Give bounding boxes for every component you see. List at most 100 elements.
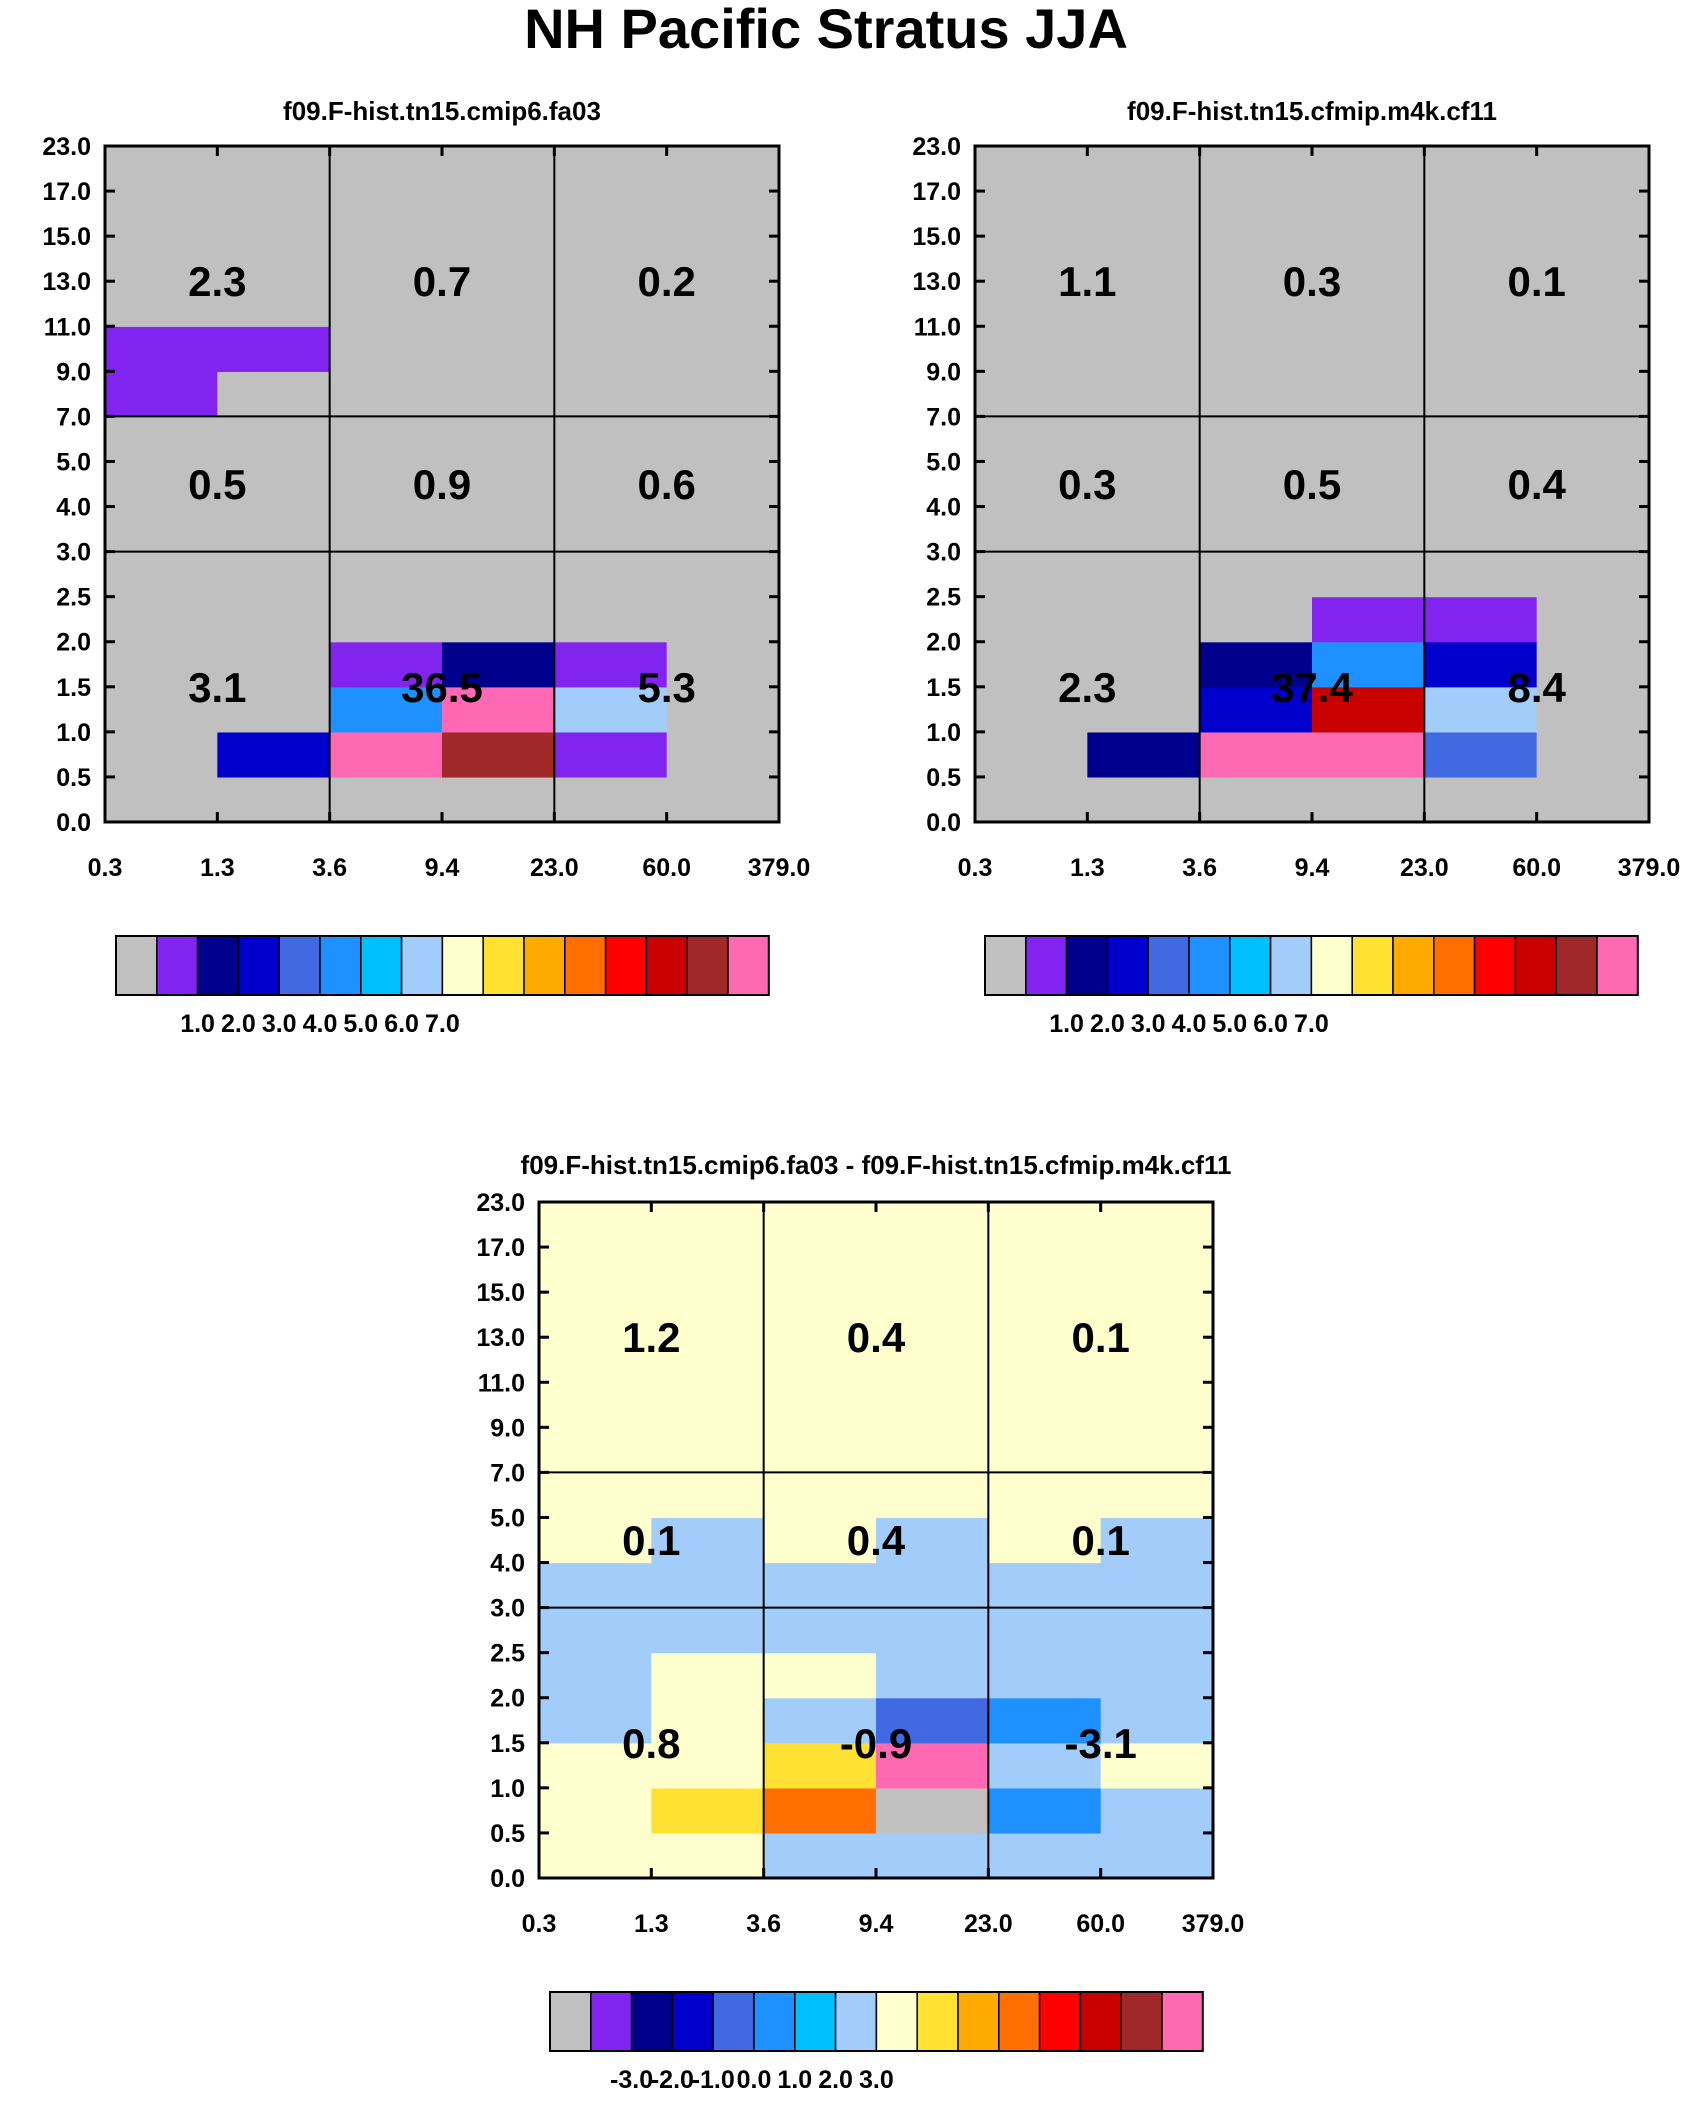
group-value-label: 0.4 [1507,461,1566,508]
heatmap-cell [763,1517,877,1564]
y-tick-label: 3.0 [56,539,91,567]
heatmap-cell [666,416,780,463]
heatmap-cell [539,1832,652,1879]
colorbar-box [1147,935,1190,996]
y-tick-label: 11.0 [44,313,91,341]
heatmap-cell [1100,1742,1214,1789]
heatmap-cell [217,506,331,553]
heatmap-cell [1100,1247,1214,1293]
heatmap-cell [105,731,218,778]
heatmap-cell [329,236,443,282]
heatmap-cell [217,776,331,823]
heatmap-cell [876,1427,989,1473]
colorbar-box [794,1991,837,2052]
heatmap-cell [988,1832,1102,1879]
heatmap-cell [1100,1427,1214,1473]
heatmap-cell [329,371,443,417]
heatmap-cell [1087,686,1201,733]
heatmap-cell [975,371,1088,417]
colorbar-label: 2.0 [221,1010,256,1038]
y-tick-label: 2.5 [56,584,91,612]
heatmap-cell [1087,371,1201,417]
heatmap-cell [876,1292,989,1338]
heatmap-cell [763,1652,877,1699]
heatmap-cell [1087,326,1201,372]
heatmap-cell [1424,416,1538,463]
heatmap-cell [1087,596,1201,643]
heatmap-cell [1087,641,1201,688]
heatmap-cell [975,641,1088,688]
heatmap-cell [105,641,218,688]
colorbar-box [1473,935,1517,996]
heatmap-cell [876,1517,989,1564]
colorbar-box [1161,1991,1204,2052]
heatmap-cell [1536,416,1650,463]
colorbar-label: 5.0 [343,1010,378,1038]
colorbar-box [1351,935,1394,996]
heatmap-cell [763,1292,877,1338]
group-value-label: 36.5 [401,664,483,711]
heatmap-cell [442,731,555,778]
heatmap-cell [1424,776,1538,823]
heatmap-cell [651,1742,765,1789]
y-tick-label: 7.0 [926,403,961,431]
heatmap-cell [1312,326,1425,372]
colorbar-label: 7.0 [425,1010,460,1038]
heatmap-cell [554,641,668,688]
colorbar-box [400,935,444,996]
heatmap-cell [1536,461,1650,508]
heatmap-cell [1424,551,1538,598]
heatmap-cell [988,1517,1102,1564]
panel-title: f09.F-hist.tn15.cmip6.fa03 - f09.F-hist.… [521,1150,1232,1180]
heatmap-cell [876,1607,989,1654]
heatmap-cell [1100,1787,1214,1834]
heatmap-cell [1087,416,1201,463]
heatmap-cell [988,1562,1102,1609]
y-tick-label: 17.0 [912,178,961,206]
heatmap-cell [651,1652,765,1699]
heatmap-cell [442,191,555,237]
heatmap-cell [554,461,668,508]
x-tick-label: 1.3 [200,854,235,882]
heatmap-cell [666,596,780,643]
heatmap-cell [539,1202,652,1248]
heatmap-cell [1536,776,1650,823]
colorbar-box [604,935,648,996]
heatmap-cell [1312,191,1425,237]
colorbar-frame [549,1991,1204,2052]
y-tick-label: 0.5 [490,1820,525,1848]
y-tick-label: 1.5 [56,674,91,702]
heatmap-cell [539,1382,652,1428]
colorbar-label: 1.0 [180,1010,215,1038]
colorbar-box [1596,935,1639,996]
heatmap-cell [554,326,668,372]
colorbar-box [916,1991,959,2052]
y-tick-label: 9.0 [490,1414,525,1442]
y-tick-label: 3.0 [926,539,961,567]
heatmap-cell [1312,596,1425,643]
colorbar-box [1269,935,1313,996]
figure-title: NH Pacific Stratus JJA [524,0,1128,60]
colorbar-label: 6.0 [384,1010,419,1038]
y-tick-label: 0.5 [926,764,961,792]
heatmap-cell [554,281,668,327]
heatmap-cell [975,551,1088,598]
group-value-label: 0.4 [847,1314,906,1361]
heatmap-cell [975,281,1088,327]
heatmap-cell [442,686,555,733]
heatmap-cell [1087,506,1201,553]
colorbar-box [1120,1991,1163,2052]
group-value-label: 0.5 [188,461,246,508]
colorbar-box [671,1991,714,2052]
colorbar-box [686,935,729,996]
heatmap-cell [554,596,668,643]
heatmap-cell [876,1652,989,1699]
heatmap-cell [975,596,1088,643]
colorbar-box [727,935,770,996]
heatmap-cell [1424,281,1538,327]
colorbar-label: 0.0 [737,2066,772,2094]
heatmap-cell [217,416,331,463]
heatmap-cell [442,371,555,417]
heatmap-cell [539,1337,652,1383]
heatmap-cell [217,596,331,643]
